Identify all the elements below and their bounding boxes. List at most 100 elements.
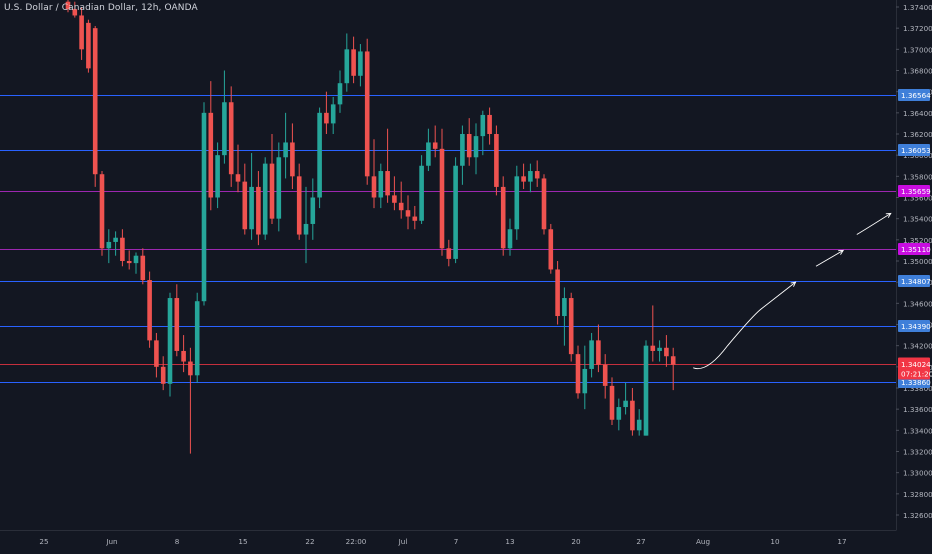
candle — [392, 176, 397, 211]
candle — [256, 171, 261, 246]
price-tick-label: 1.37000 — [903, 45, 932, 54]
candle-body — [650, 345, 656, 351]
levels-layer — [0, 95, 896, 383]
candle-body — [86, 22, 91, 69]
level-price-badge — [898, 185, 930, 197]
candle-body — [385, 171, 390, 196]
candle-body — [623, 400, 628, 408]
candle-body — [378, 171, 384, 198]
candle — [541, 174, 547, 235]
candle — [664, 335, 669, 367]
candle-body — [453, 165, 458, 259]
level-price-label: 1.36053 — [901, 146, 931, 155]
candle — [242, 163, 248, 235]
candle-body — [133, 255, 139, 264]
candle — [317, 107, 322, 209]
candle — [582, 345, 588, 410]
candle-body — [262, 163, 268, 235]
candle-body — [324, 112, 329, 124]
candle — [494, 125, 499, 196]
candle-body — [575, 354, 581, 394]
candle — [528, 163, 533, 193]
candle-body — [514, 176, 520, 230]
candle — [453, 157, 458, 264]
candle — [548, 223, 554, 274]
price-tick-label: 1.32600 — [903, 511, 932, 520]
price-tick-label: 1.34600 — [903, 299, 932, 308]
candle — [568, 292, 574, 362]
candle — [636, 409, 642, 436]
candle-body — [473, 136, 479, 158]
candle-body — [405, 210, 411, 217]
candle — [228, 86, 234, 187]
candle — [337, 70, 343, 113]
candle-body — [310, 197, 316, 224]
candles-layer — [65, 0, 676, 454]
candle — [154, 332, 159, 378]
drawing-layer — [693, 212, 892, 370]
candle — [296, 163, 302, 240]
candle — [65, 0, 71, 13]
candle-body — [290, 142, 295, 177]
candle — [487, 107, 492, 145]
price-tick-label: 1.33000 — [903, 469, 932, 478]
candle — [99, 171, 105, 256]
candle-body — [113, 237, 118, 242]
candle — [120, 229, 125, 267]
candle-body — [426, 142, 431, 166]
candle-body — [480, 114, 486, 137]
candle-body — [589, 340, 594, 369]
candle — [358, 44, 363, 87]
price-tick-label: 1.37200 — [903, 24, 932, 33]
candle — [222, 70, 227, 164]
time-tick-label: Jul — [398, 537, 408, 546]
candle-body — [657, 347, 662, 351]
candle-body — [371, 176, 377, 198]
candle-body — [521, 176, 526, 182]
candle — [514, 165, 520, 240]
candle-body — [337, 83, 343, 105]
level-price-badge — [898, 144, 930, 156]
candle-body — [92, 28, 98, 175]
projection-path — [693, 281, 797, 370]
candle — [575, 345, 581, 399]
candle — [562, 287, 567, 346]
level-price-label: 1.34807 — [901, 277, 931, 286]
current-price-label: 1.34024 — [901, 360, 931, 369]
time-tick-label: 25 — [39, 537, 48, 546]
level-price-label: 1.36564 — [901, 91, 931, 100]
candle — [181, 335, 186, 373]
price-tick-label: 1.35200 — [903, 236, 932, 245]
candle-body — [65, 1, 71, 10]
candle — [378, 163, 384, 209]
price-tick-label: 1.36800 — [903, 67, 932, 76]
price-tick-label: 1.35000 — [903, 257, 932, 266]
candle-body — [283, 142, 288, 158]
level-price-label: 1.35659 — [901, 187, 931, 196]
time-tick-label: 15 — [238, 537, 247, 546]
candle-body — [208, 112, 214, 198]
candle-body — [72, 9, 78, 16]
candle-body — [167, 298, 173, 384]
candle — [147, 271, 152, 348]
candle — [371, 139, 377, 209]
candle-body — [636, 419, 642, 431]
candle — [310, 178, 316, 240]
time-axis: 25 Jun 8 15 22 22:00 Jul 7 13 20 27 Aug 10 17 — [0, 530, 932, 550]
price-tick-label: 1.33200 — [903, 448, 932, 457]
candle-body — [160, 366, 166, 384]
level-price-label: 1.35110 — [901, 245, 931, 254]
candle-body — [534, 171, 540, 179]
candle — [126, 250, 132, 270]
time-tick-label: 22 — [305, 537, 314, 546]
candle-body — [670, 356, 676, 365]
candle — [596, 324, 601, 373]
candle-body — [140, 255, 146, 281]
candle-body — [269, 163, 275, 219]
candle — [630, 388, 635, 436]
time-tick-label: Jun — [105, 537, 117, 546]
candle — [670, 347, 676, 391]
candle-body — [351, 49, 356, 76]
